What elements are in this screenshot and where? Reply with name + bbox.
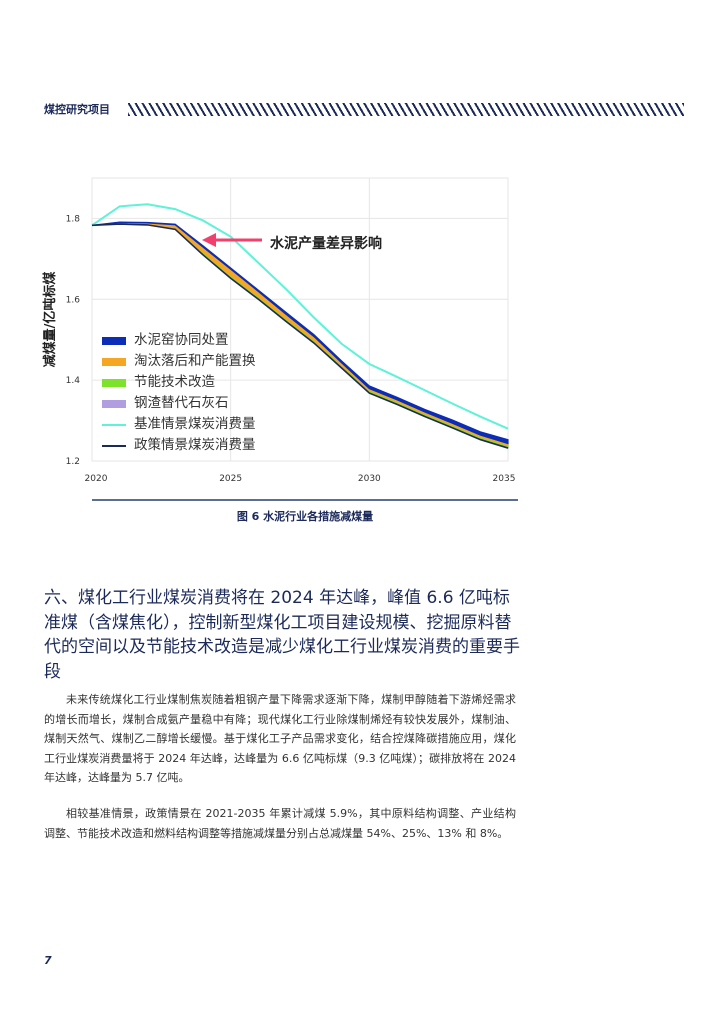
page-number: 7 — [44, 954, 52, 967]
y-tick-label: 1.4 — [66, 376, 81, 386]
chart-annotation: 水泥产量差异影响 — [270, 236, 382, 252]
chart: 1.2 1.4 1.6 1.8 2020 2025 2030 2035 减煤量/亿吨标煤 水泥产… — [40, 170, 520, 500]
legend-swatch-icon — [102, 444, 126, 447]
legend-label: 钢渣替代石灰石 — [134, 395, 229, 411]
legend-item: 水泥窑协同处置 — [102, 330, 256, 351]
series-line — [91, 203, 509, 430]
legend-item: 节能技术改造 — [102, 372, 256, 393]
legend-label: 水泥窑协同处置 — [134, 332, 229, 348]
caption-divider — [92, 499, 518, 501]
x-tick-label: 2025 — [219, 474, 242, 484]
legend-item: 钢渣替代石灰石 — [102, 393, 256, 414]
header-title: 煤控研究项目 — [44, 103, 110, 116]
section-heading: 六、煤化工行业煤炭消费将在 2024 年达峰，峰值 6.6 亿吨标准煤（含煤焦化… — [44, 588, 520, 682]
y-axis-label: 减煤量/亿吨标煤 — [42, 272, 58, 368]
body-paragraph: 未来传统煤化工行业煤制焦炭随着粗钢产量下降需求逐渐下降，煤制甲醇随着下游烯烃需求… — [44, 693, 516, 784]
y-tick-label: 1.8 — [66, 214, 81, 224]
y-tick-label: 1.2 — [66, 457, 80, 467]
legend-label: 政策情景煤炭消费量 — [134, 437, 256, 453]
chart-plot: 1.2 1.4 1.6 1.8 2020 2025 2030 2035 减煤量/亿吨标煤 — [42, 177, 516, 484]
legend-swatch-icon — [102, 399, 126, 408]
x-tick-label: 2030 — [358, 474, 381, 484]
legend-item: 淘汰落后和产能置换 — [102, 351, 256, 372]
legend-item: 基准情景煤炭消费量 — [102, 414, 256, 435]
y-tick-label: 1.6 — [66, 295, 81, 305]
series-line — [91, 223, 509, 449]
legend-swatch-icon — [102, 336, 126, 345]
legend-swatch-icon — [102, 423, 126, 426]
x-tick-label: 2035 — [493, 474, 516, 484]
chart-legend: 水泥窑协同处置淘汰落后和产能置换 节能技术改造 钢渣替代石灰石基准情景煤炭消费量 政策… — [102, 330, 256, 456]
legend-label: 节能技术改造 — [134, 374, 215, 390]
x-tick-label: 2020 — [85, 474, 108, 484]
legend-swatch-icon — [102, 378, 126, 387]
legend-swatch-icon — [102, 357, 126, 366]
legend-label: 基准情景煤炭消费量 — [134, 416, 256, 432]
stack-area — [91, 221, 509, 445]
figure-caption: 图 6 水泥行业各措施减煤量 — [236, 510, 374, 523]
legend-item: 政策情景煤炭消费量 — [102, 435, 256, 456]
page-header: 煤控研究项目 — [44, 101, 684, 117]
legend-label: 淘汰落后和产能置换 — [134, 353, 256, 369]
arrow-head-icon — [202, 233, 216, 247]
header-hatch-decoration — [128, 102, 684, 116]
body-paragraph: 相较基准情景，政策情景在 2021-2035 年累计减煤 5.9%，其中原料结构… — [44, 807, 516, 840]
